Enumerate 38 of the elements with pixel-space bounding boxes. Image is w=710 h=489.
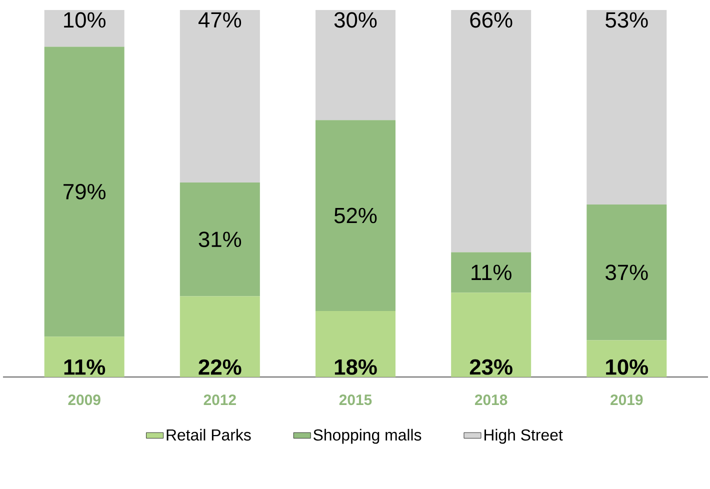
data-label: 47% <box>198 12 242 28</box>
data-label: 10% <box>606 359 648 375</box>
data-label: 31% <box>198 232 242 248</box>
bar <box>316 120 396 311</box>
data-label: 23% <box>470 359 512 375</box>
data-label: 11% <box>472 264 512 280</box>
x-tick-label: 2018 <box>474 394 508 406</box>
bar <box>44 336 124 377</box>
legend-label: Retail Parks <box>166 428 251 441</box>
bar <box>44 46 124 337</box>
bar <box>316 310 396 377</box>
bar <box>316 10 396 120</box>
data-label: 53% <box>606 12 648 28</box>
x-tick-label: 2015 <box>339 394 372 406</box>
bar <box>451 252 532 293</box>
data-label: 11% <box>64 359 106 375</box>
legend-label: Shopping malls <box>314 428 422 444</box>
bar <box>180 182 260 296</box>
bar <box>451 10 532 252</box>
legend-label: High Street <box>484 428 563 444</box>
data-label: 52% <box>334 208 377 224</box>
bar <box>180 10 260 182</box>
data-label: 22% <box>198 359 242 375</box>
data-label: 37% <box>606 264 648 280</box>
data-label: 10% <box>64 12 106 28</box>
x-tick-label: 2019 <box>610 394 643 406</box>
data-label: 66% <box>470 12 512 28</box>
data-label: 18% <box>334 359 377 375</box>
bar <box>586 340 667 377</box>
bar <box>180 296 260 377</box>
bar <box>44 10 124 47</box>
x-tick-label: 2012 <box>204 394 236 406</box>
x-tick-label: 2009 <box>68 394 100 406</box>
bar <box>451 292 532 377</box>
bar <box>586 204 667 340</box>
data-label: 30% <box>334 12 377 28</box>
data-label: 79% <box>64 184 106 200</box>
bar <box>586 10 667 205</box>
